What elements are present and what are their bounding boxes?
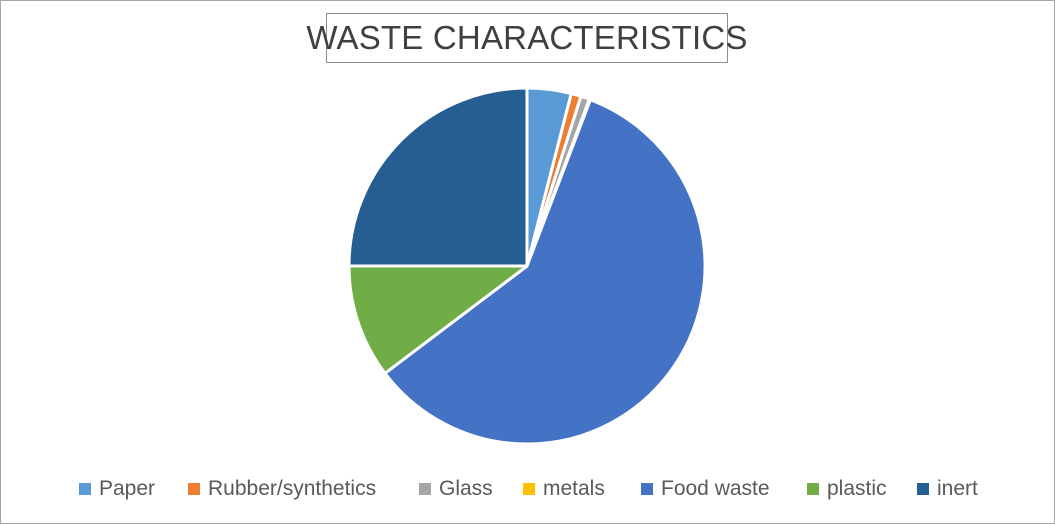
legend-item[interactable]: Rubber/synthetics	[188, 474, 376, 504]
pie-slice-food-waste[interactable]	[383, 98, 707, 446]
legend-swatch	[641, 483, 653, 495]
legend-item[interactable]: Glass	[419, 474, 493, 504]
legend-label: metals	[543, 477, 605, 500]
legend-swatch	[419, 483, 431, 495]
legend-item[interactable]: inert	[917, 474, 978, 504]
legend-item[interactable]: metals	[523, 474, 605, 504]
legend-swatch	[807, 483, 819, 495]
legend-swatch	[917, 483, 929, 495]
legend-item[interactable]: Paper	[79, 474, 155, 504]
legend-label: Glass	[439, 477, 493, 500]
legend-label: inert	[937, 477, 978, 500]
legend-swatch	[188, 483, 200, 495]
legend-label: Food waste	[661, 477, 770, 500]
chart-title-box: WASTE CHARACTERISTICS	[306, 13, 747, 63]
legend-label: Paper	[99, 477, 156, 500]
legend-label: Rubber/synthetics	[208, 477, 377, 500]
legend-item[interactable]: plastic	[807, 474, 887, 504]
pie-slice-inert[interactable]	[347, 86, 529, 268]
chart-title: WASTE CHARACTERISTICS	[306, 19, 748, 56]
pie-slice-plastic[interactable]	[347, 264, 529, 375]
legend-swatch	[523, 483, 535, 495]
legend: Paper Rubber/synthetics Glass metals Food wa…	[0, 474, 1055, 504]
legend-swatch	[79, 483, 91, 495]
legend-label: plastic	[827, 477, 887, 500]
legend-item[interactable]: Food waste	[641, 474, 770, 504]
